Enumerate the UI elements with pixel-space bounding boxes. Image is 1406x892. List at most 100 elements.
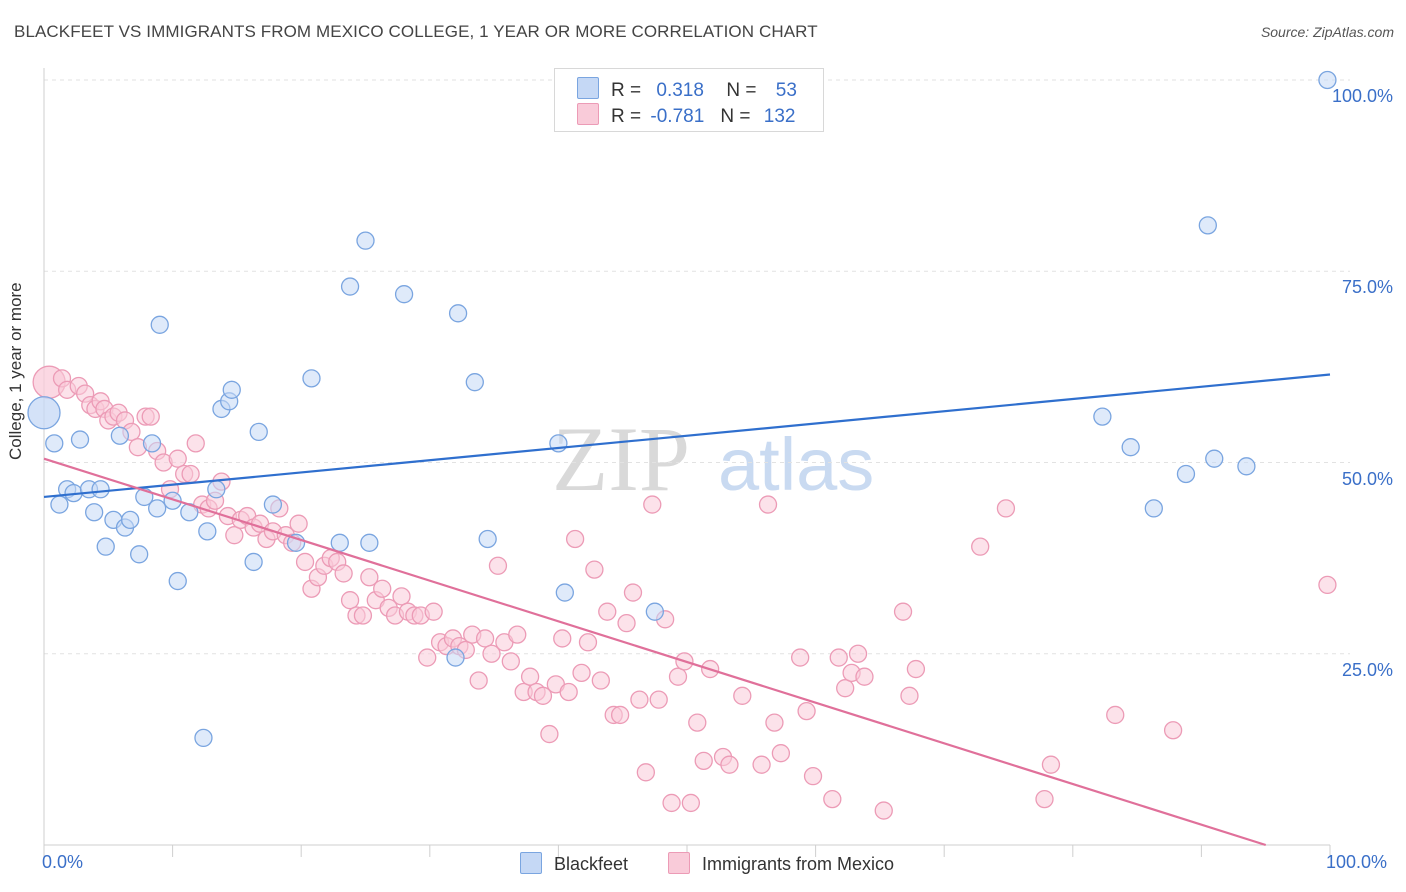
y-tick-label-0: 25.0% [1341,659,1393,680]
point-mexico-59 [418,648,437,667]
point-blackfeet-35 [356,231,375,250]
point-mexico-78 [540,724,559,744]
point-blackfeet-20 [168,571,187,591]
point-blackfeet-37 [394,285,414,304]
point-blackfeet-46 [1121,438,1140,457]
point-mexico-109 [765,713,784,732]
legend-n-label: N = [720,106,751,127]
point-mexico-87 [598,602,617,621]
point-blackfeet-5 [70,430,90,449]
point-mexico-98 [668,667,688,686]
point-mexico-29 [225,526,244,545]
point-blackfeet-36 [360,533,379,552]
point-mexico-110 [771,744,791,763]
point-blackfeet-0 [27,396,61,430]
point-blackfeet-23 [198,522,217,541]
point-blackfeet-33 [330,533,349,552]
point-mexico-72 [501,652,520,671]
point-mexico-123 [906,659,926,679]
series-blackfeet [27,70,1337,748]
point-blackfeet-50 [1205,449,1224,468]
point-mexico-107 [752,755,771,774]
point-mexico-114 [823,789,842,809]
trend-line-mexico [43,457,1267,847]
point-mexico-115 [829,648,848,667]
point-mexico-100 [681,793,701,813]
point-mexico-108 [758,495,778,514]
point-mexico-82 [565,529,585,549]
point-mexico-92 [630,690,649,709]
point-blackfeet-32 [302,369,321,388]
point-blackfeet-43 [555,583,574,602]
point-mexico-95 [649,690,668,709]
y-tick-label-2: 75.0% [1341,277,1393,298]
point-mexico-81 [559,682,578,702]
point-mexico-52 [373,579,392,598]
point-mexico-67 [469,671,488,690]
bottom-legend-blackfeet: Blackfeet [520,852,628,875]
point-blackfeet-18 [150,315,169,334]
point-mexico-46 [334,564,353,583]
point-mexico-86 [591,671,610,690]
bottom-legend-swatch-mexico [668,852,690,874]
watermark: ZIP atlas [552,408,874,510]
point-mexico-69 [482,644,501,663]
point-blackfeet-38 [446,648,465,667]
watermark-zip: ZIP [552,408,690,510]
chart-title: BLACKFEET VS IMMIGRANTS FROM MEXICO COLL… [14,22,818,41]
point-blackfeet-34 [340,277,360,296]
correlation-legend: R = 0.318 N = 53 R = -0.781 N = 132 [554,68,824,132]
trend-lines [43,373,1331,847]
point-blackfeet-47 [1144,499,1163,518]
bottom-legend-mexico: Immigrants from Mexico [668,852,894,875]
legend-swatch-mexico [577,103,599,125]
point-blackfeet-2 [50,495,69,514]
point-mexico-68 [475,629,495,648]
point-mexico-122 [900,686,919,705]
y-tick-label-3: 100.0% [1331,86,1393,106]
point-blackfeet-51 [1237,457,1256,476]
point-mexico-77 [533,686,553,705]
point-mexico-73 [508,625,527,644]
trend-line-blackfeet [43,373,1331,499]
point-mexico-16 [141,407,160,426]
point-mexico-39 [289,514,308,533]
legend-r-value: -0.781 [650,106,705,127]
legend-swatch-blackfeet [577,77,599,99]
legend-n-value: 53 [775,80,797,101]
point-mexico-124 [971,537,990,556]
point-mexico-22 [181,464,200,484]
point-mexico-47 [340,591,360,610]
y-axis-label: College, 1 year or more [6,282,25,460]
point-mexico-23 [186,434,205,453]
point-blackfeet-19 [163,491,182,510]
point-mexico-93 [636,763,655,782]
point-blackfeet-22 [194,728,213,748]
point-mexico-105 [720,755,739,774]
point-blackfeet-1 [45,434,64,453]
point-blackfeet-9 [96,537,115,556]
point-blackfeet-45 [1093,407,1112,426]
point-mexico-94 [643,495,662,514]
point-mexico-20 [168,449,187,468]
bottom-legend-label: Blackfeet [554,854,629,874]
watermark-atlas: atlas [718,423,874,506]
point-mexico-118 [848,644,868,663]
point-blackfeet-11 [110,426,130,445]
y-tick-label-1: 50.0% [1341,468,1393,489]
point-mexico-83 [572,663,591,683]
point-mexico-126 [1035,789,1054,809]
point-blackfeet-30 [263,495,283,514]
point-mexico-60 [424,602,443,621]
point-mexico-102 [694,751,713,770]
point-mexico-128 [1106,705,1125,725]
point-mexico-111 [791,648,810,667]
x-tick-label-0: 0.0% [42,852,84,872]
chart-source: Source: ZipAtlas.com [1260,24,1394,40]
point-blackfeet-14 [130,545,149,564]
point-mexico-120 [874,801,893,820]
point-blackfeet-17 [148,499,167,518]
legend-r-value: 0.318 [656,80,704,101]
point-blackfeet-16 [142,434,162,453]
point-mexico-113 [803,767,823,786]
